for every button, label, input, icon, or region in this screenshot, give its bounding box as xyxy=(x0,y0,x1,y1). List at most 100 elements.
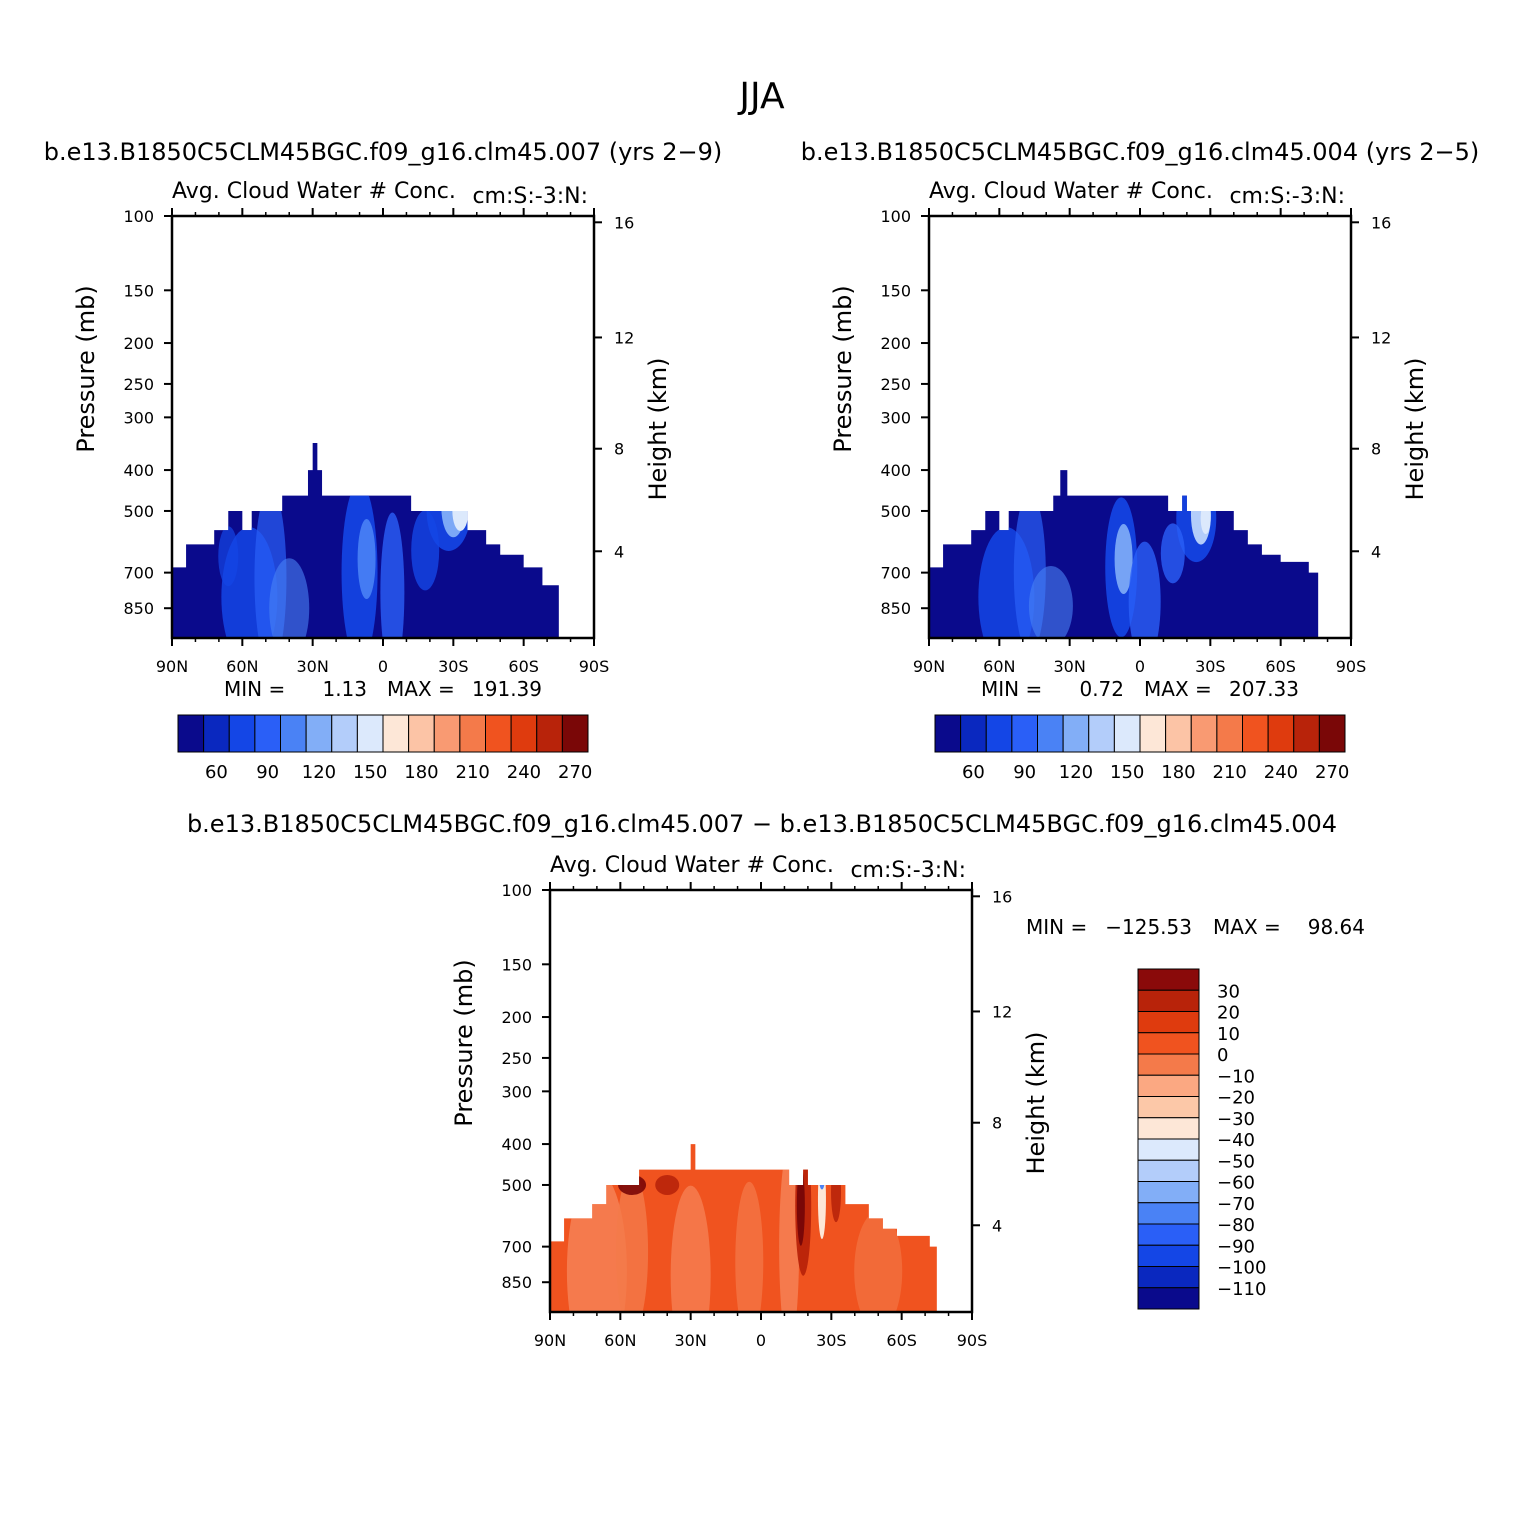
y-tick-label: 150 xyxy=(501,955,532,974)
field-contour xyxy=(269,558,310,638)
y-tick-label: 250 xyxy=(501,1049,532,1068)
colorbar-box xyxy=(1113,714,1141,753)
colorbar-box xyxy=(1137,1032,1200,1055)
colorbar: 60 90 120 150 180 210 240 270 xyxy=(177,714,592,783)
x-tick-label: 0 xyxy=(756,1331,766,1350)
colorbar-label: 180 xyxy=(1161,762,1195,783)
main-title: JJA xyxy=(737,76,785,117)
colorbar-box xyxy=(1137,1181,1200,1204)
colorbar-label: 90 xyxy=(256,762,279,783)
colorbar-box xyxy=(485,714,512,753)
colorbar-label: 20 xyxy=(1217,1003,1240,1024)
x-tick-label: 30S xyxy=(1195,657,1226,676)
colorbar-box xyxy=(1165,714,1192,753)
y-right-tick-label: 12 xyxy=(614,328,634,347)
y-right-axis-title: Height (km) xyxy=(644,358,672,501)
y-tick-label: 100 xyxy=(880,207,911,226)
colorbar-box xyxy=(1137,1202,1200,1225)
y-right-tick-label: 12 xyxy=(1371,328,1391,347)
x-tick-label: 60N xyxy=(604,1331,636,1350)
colorbar-label: −70 xyxy=(1217,1194,1255,1215)
field-contour xyxy=(566,1171,627,1312)
colorbar-label: 10 xyxy=(1217,1024,1240,1045)
colorbar-box xyxy=(1318,714,1346,753)
x-tick-label: 30N xyxy=(675,1331,707,1350)
colorbar-label: 60 xyxy=(205,762,228,783)
y-tick-label: 100 xyxy=(501,881,532,900)
field-layer xyxy=(550,1144,937,1312)
min-label: MIN = xyxy=(224,677,285,701)
y-tick-label: 700 xyxy=(501,1238,532,1257)
field-contour xyxy=(218,526,239,587)
y-right-tick-label: 8 xyxy=(992,1114,1002,1133)
y-tick-label: 300 xyxy=(501,1082,532,1101)
field-fill xyxy=(929,470,1319,638)
y-right-tick-label: 4 xyxy=(614,542,624,561)
x-tick-label: 90N xyxy=(913,657,945,676)
colorbar-label: −80 xyxy=(1217,1215,1255,1236)
field-contour xyxy=(357,519,376,600)
colorbar-box xyxy=(1137,1074,1200,1097)
colorbar-box xyxy=(305,714,333,753)
colorbar-box xyxy=(177,714,205,753)
colorbar-label: 30 xyxy=(1217,981,1240,1002)
field-contour xyxy=(452,490,469,531)
x-tick-label: 60N xyxy=(226,657,258,676)
colorbar-box xyxy=(203,714,230,753)
colorbar: 60 90 120 150 180 210 240 270 xyxy=(934,714,1349,783)
colorbar-box xyxy=(408,714,435,753)
colorbar-label: 270 xyxy=(558,762,592,783)
x-tick-label: 0 xyxy=(378,657,388,676)
y-tick-label: 200 xyxy=(880,334,911,353)
colorbar-box xyxy=(1137,1117,1200,1140)
field-fill xyxy=(172,442,559,638)
y-axis-title: Pressure (mb) xyxy=(72,285,100,452)
max-label: MAX = xyxy=(1213,915,1281,939)
colorbar-box xyxy=(1137,968,1200,991)
min-value: −125.53 xyxy=(1105,915,1192,939)
y-tick-label: 700 xyxy=(123,564,154,583)
x-tick-label: 60N xyxy=(983,657,1015,676)
field-layer xyxy=(929,470,1319,638)
max-value: 98.64 xyxy=(1308,915,1365,939)
units-label: cm:S:-3:N: xyxy=(472,184,588,209)
colorbar-label: −20 xyxy=(1217,1088,1255,1109)
colorbar-box xyxy=(960,714,987,753)
colorbar-box xyxy=(1190,714,1218,753)
y-axis-title: Pressure (mb) xyxy=(450,959,478,1126)
y-right-tick-label: 8 xyxy=(614,440,624,459)
max-label: MAX = xyxy=(387,677,455,701)
field-contour xyxy=(818,1165,825,1190)
variable-label: Avg. Cloud Water # Conc. xyxy=(172,179,456,204)
y-tick-label: 250 xyxy=(880,375,911,394)
colorbar-box xyxy=(280,714,307,753)
colorbar-box xyxy=(536,714,563,753)
colorbar-label: 120 xyxy=(302,762,336,783)
x-tick-label: 30N xyxy=(297,657,329,676)
min-value: 1.13 xyxy=(322,677,367,701)
diff-title: b.e13.B1850C5CLM45BGC.f09_g16.clm45.007 … xyxy=(187,810,1337,838)
field-contour xyxy=(1200,502,1211,535)
colorbar-box xyxy=(254,714,281,753)
y-right-tick-label: 4 xyxy=(1371,542,1381,561)
colorbar-label: 60 xyxy=(962,762,985,783)
field-contour xyxy=(854,1211,903,1312)
colorbar-box xyxy=(1137,1244,1200,1267)
field-contour xyxy=(1028,566,1073,638)
colorbar-label: −30 xyxy=(1217,1109,1255,1130)
y-right-tick-label: 8 xyxy=(1371,440,1381,459)
field-contour xyxy=(735,1181,764,1312)
y-tick-label: 850 xyxy=(123,599,154,618)
field-layer xyxy=(172,442,559,638)
colorbar-box xyxy=(1137,1096,1200,1119)
colorbar-box xyxy=(331,714,358,753)
y-tick-label: 200 xyxy=(501,1008,532,1027)
y-tick-label: 500 xyxy=(501,1176,532,1195)
colorbar-box xyxy=(1137,1138,1200,1161)
y-tick-label: 100 xyxy=(123,207,154,226)
y-tick-label: 150 xyxy=(880,281,911,300)
colorbar-box xyxy=(1293,714,1320,753)
colorbar-label: −10 xyxy=(1217,1066,1255,1087)
colorbar-box xyxy=(1088,714,1115,753)
